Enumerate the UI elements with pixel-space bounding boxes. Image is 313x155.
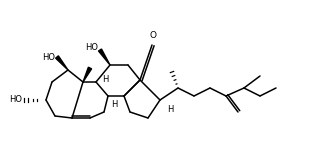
Text: HO: HO — [9, 95, 22, 104]
Polygon shape — [83, 67, 92, 82]
Polygon shape — [56, 56, 68, 70]
Text: H: H — [112, 100, 118, 109]
Text: HO: HO — [42, 53, 55, 62]
Text: O: O — [150, 31, 156, 40]
Polygon shape — [99, 49, 110, 65]
Text: H: H — [102, 75, 108, 84]
Text: HO: HO — [85, 44, 98, 53]
Text: H: H — [167, 105, 173, 114]
